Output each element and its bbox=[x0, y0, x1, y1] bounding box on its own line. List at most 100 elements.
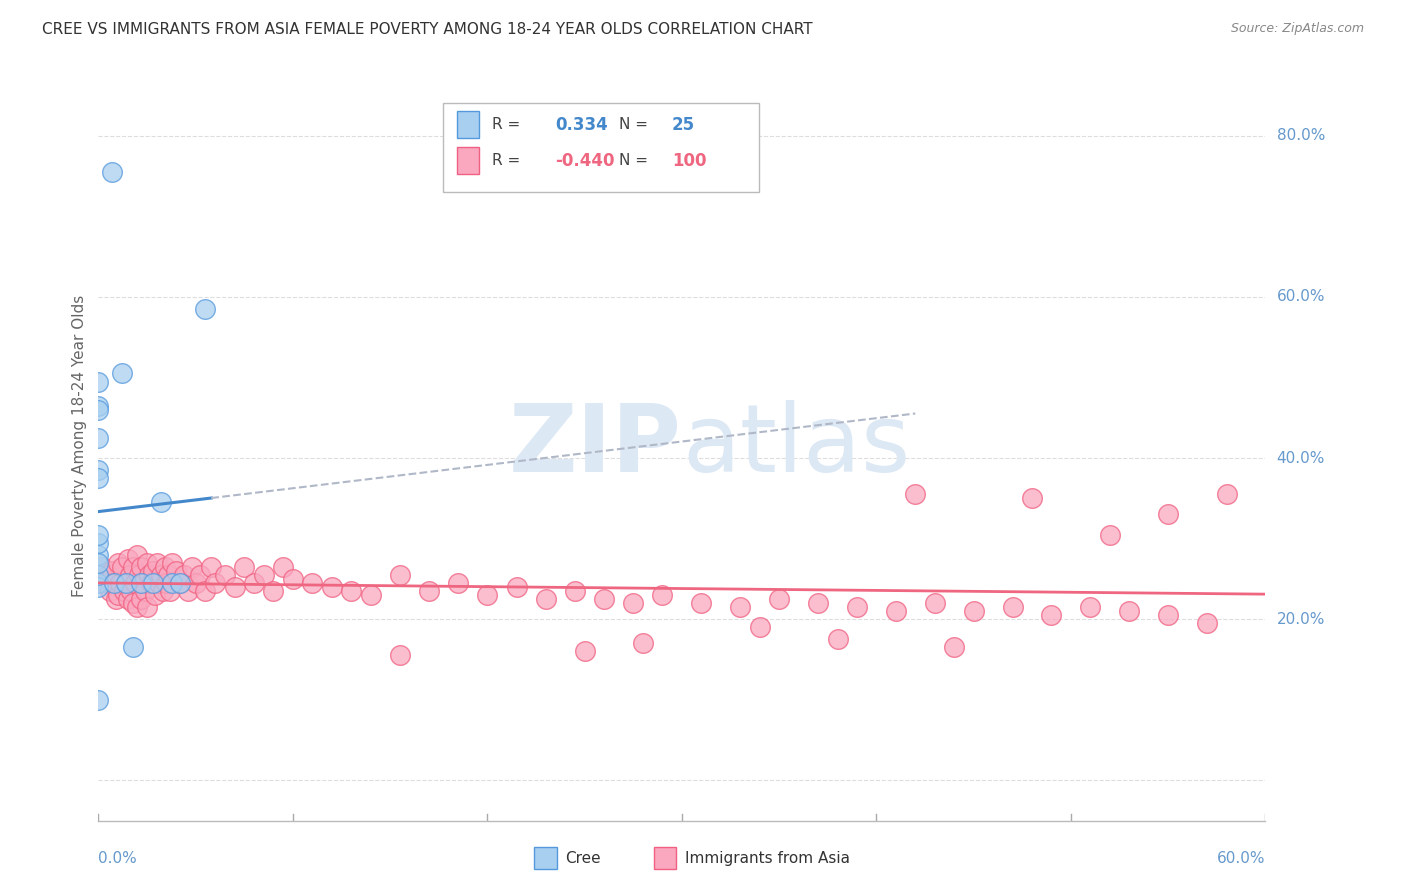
Point bbox=[97, 568, 120, 582]
Point bbox=[631, 636, 654, 650]
Text: 0.0%: 0.0% bbox=[98, 851, 138, 866]
Point bbox=[1195, 616, 1218, 631]
Point bbox=[593, 592, 616, 607]
Point bbox=[169, 576, 191, 591]
Point bbox=[1118, 604, 1140, 618]
Point bbox=[118, 568, 141, 582]
Point bbox=[87, 693, 110, 707]
Point bbox=[153, 559, 176, 574]
Point bbox=[224, 580, 246, 594]
Text: 20.0%: 20.0% bbox=[1277, 612, 1324, 627]
Point bbox=[1157, 508, 1180, 522]
Point bbox=[87, 535, 110, 549]
Point bbox=[173, 568, 195, 582]
Point bbox=[122, 596, 145, 610]
Point bbox=[96, 576, 118, 591]
Point bbox=[103, 576, 125, 591]
Point bbox=[149, 568, 172, 582]
Point bbox=[121, 584, 143, 599]
Point bbox=[117, 551, 139, 566]
Point bbox=[148, 576, 170, 591]
Point bbox=[129, 592, 152, 607]
Point bbox=[129, 559, 152, 574]
Point bbox=[91, 559, 114, 574]
Point bbox=[127, 548, 149, 562]
Point bbox=[87, 556, 110, 570]
Text: -0.440: -0.440 bbox=[555, 152, 614, 169]
Point bbox=[103, 576, 125, 591]
Point bbox=[180, 559, 202, 574]
Point bbox=[194, 301, 217, 316]
Point bbox=[143, 588, 166, 602]
Text: 80.0%: 80.0% bbox=[1277, 128, 1324, 144]
Point bbox=[564, 584, 586, 599]
Point bbox=[214, 568, 236, 582]
Text: Cree: Cree bbox=[565, 851, 600, 865]
Point bbox=[188, 568, 211, 582]
Point bbox=[943, 640, 966, 655]
Point bbox=[138, 568, 160, 582]
Point bbox=[748, 620, 770, 634]
Point bbox=[165, 564, 187, 578]
Point bbox=[87, 580, 110, 594]
Point bbox=[114, 576, 136, 591]
Text: N =: N = bbox=[619, 153, 648, 168]
Point bbox=[243, 576, 266, 591]
Point bbox=[152, 584, 174, 599]
Point bbox=[1021, 491, 1043, 506]
Text: Immigrants from Asia: Immigrants from Asia bbox=[685, 851, 849, 865]
Point bbox=[621, 596, 644, 610]
Point bbox=[142, 576, 165, 591]
Point bbox=[477, 588, 499, 602]
Point bbox=[884, 604, 907, 618]
Point bbox=[200, 559, 222, 574]
Point bbox=[360, 588, 382, 602]
Point bbox=[87, 463, 110, 477]
Text: R =: R = bbox=[492, 153, 520, 168]
Point bbox=[418, 584, 440, 599]
Text: R =: R = bbox=[492, 118, 520, 132]
Text: N =: N = bbox=[619, 118, 648, 132]
Point bbox=[194, 584, 217, 599]
Point bbox=[122, 640, 145, 655]
Text: 40.0%: 40.0% bbox=[1277, 450, 1324, 466]
Point bbox=[107, 588, 129, 602]
Point bbox=[112, 584, 135, 599]
Point bbox=[111, 559, 134, 574]
Point bbox=[1040, 608, 1063, 623]
Point bbox=[87, 576, 110, 591]
Point bbox=[142, 564, 165, 578]
Point bbox=[101, 564, 124, 578]
Point bbox=[271, 559, 294, 574]
Point bbox=[139, 576, 162, 591]
Point bbox=[87, 568, 110, 582]
Point bbox=[159, 584, 181, 599]
Point bbox=[301, 576, 323, 591]
Point bbox=[233, 559, 256, 574]
Point bbox=[651, 588, 673, 602]
Text: 0.334: 0.334 bbox=[555, 116, 609, 134]
Point bbox=[124, 576, 146, 591]
Text: atlas: atlas bbox=[682, 400, 910, 492]
Point bbox=[155, 576, 177, 591]
Text: 100: 100 bbox=[672, 152, 707, 169]
Point bbox=[101, 165, 124, 179]
Point bbox=[184, 576, 207, 591]
Point bbox=[117, 592, 139, 607]
Point bbox=[87, 471, 110, 485]
Point bbox=[87, 402, 110, 417]
Point bbox=[1080, 600, 1102, 615]
Text: ZIP: ZIP bbox=[509, 400, 682, 492]
Point bbox=[962, 604, 984, 618]
Point bbox=[111, 367, 134, 381]
Point bbox=[107, 556, 129, 570]
Point bbox=[827, 632, 849, 647]
Point bbox=[134, 584, 156, 599]
Point bbox=[807, 596, 830, 610]
Point bbox=[132, 576, 155, 591]
Point bbox=[340, 584, 363, 599]
Point bbox=[253, 568, 276, 582]
Point bbox=[87, 527, 110, 541]
Point bbox=[262, 584, 284, 599]
Point bbox=[730, 600, 752, 615]
